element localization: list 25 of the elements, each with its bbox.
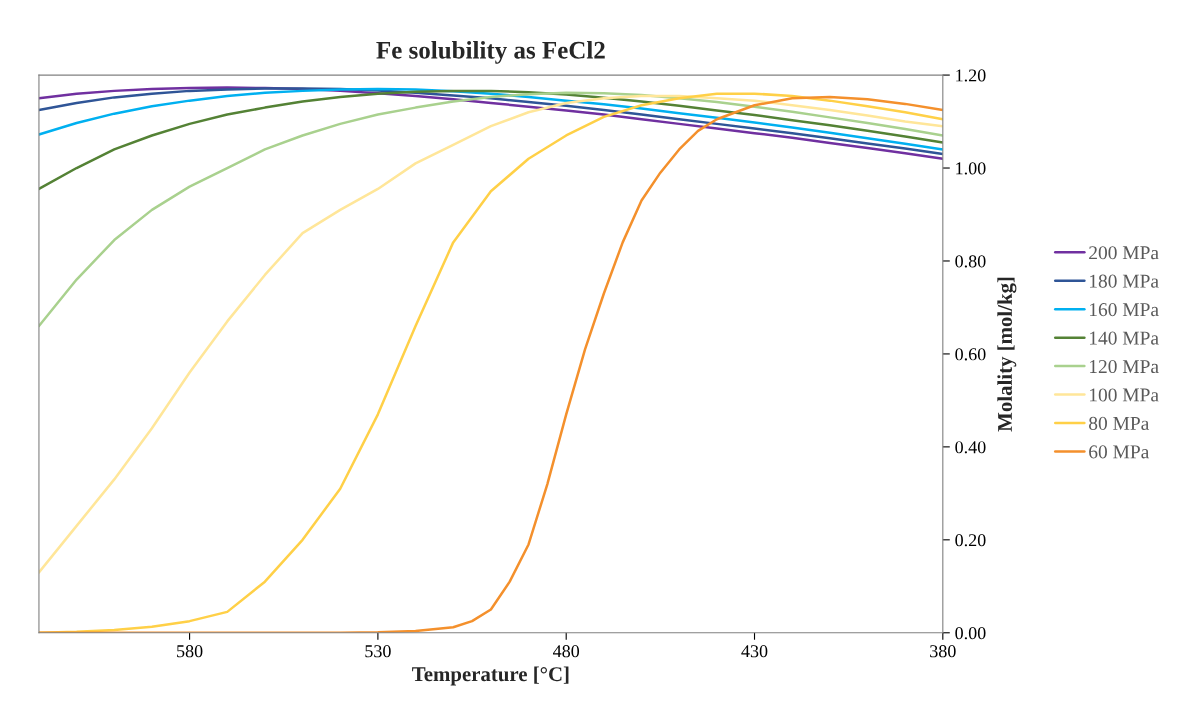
line-series	[38, 91, 943, 328]
x-tick-label: 380	[930, 645, 956, 658]
y-axis-title: Molality [mol/kg]	[997, 277, 1017, 432]
y-tick-label: 0.00	[955, 627, 986, 640]
line-series	[38, 89, 943, 191]
x-tick-label: 530	[365, 645, 391, 658]
x-axis-title: Temperature [°C]	[412, 666, 569, 686]
x-tick-label: 480	[553, 645, 580, 658]
y-tick-label: 1.00	[956, 162, 986, 175]
x-tick-label: 580	[177, 645, 203, 658]
legend-label: 100 MPa	[1089, 388, 1159, 402]
legend-label: 200 MPa	[1089, 246, 1159, 260]
chart-title: Fe solubility as FeCl2	[376, 41, 605, 64]
legend-label: 160 MPa	[1089, 303, 1159, 317]
legend-label: 80 MPa	[1089, 416, 1150, 430]
legend-label: 140 MPa	[1089, 331, 1159, 345]
y-tick-label: 1.20	[956, 69, 986, 82]
legend-label: 120 MPa	[1089, 359, 1159, 374]
y-tick-label: 0.80	[955, 255, 986, 268]
x-tick-label: 430	[741, 645, 768, 658]
legend-label: 180 MPa	[1089, 274, 1159, 288]
legend-label: 60 MPa	[1089, 445, 1150, 459]
y-tick-label: 0.20	[955, 534, 986, 547]
y-tick-label: 0.60	[955, 348, 986, 361]
y-tick-label: 0.40	[955, 441, 986, 454]
